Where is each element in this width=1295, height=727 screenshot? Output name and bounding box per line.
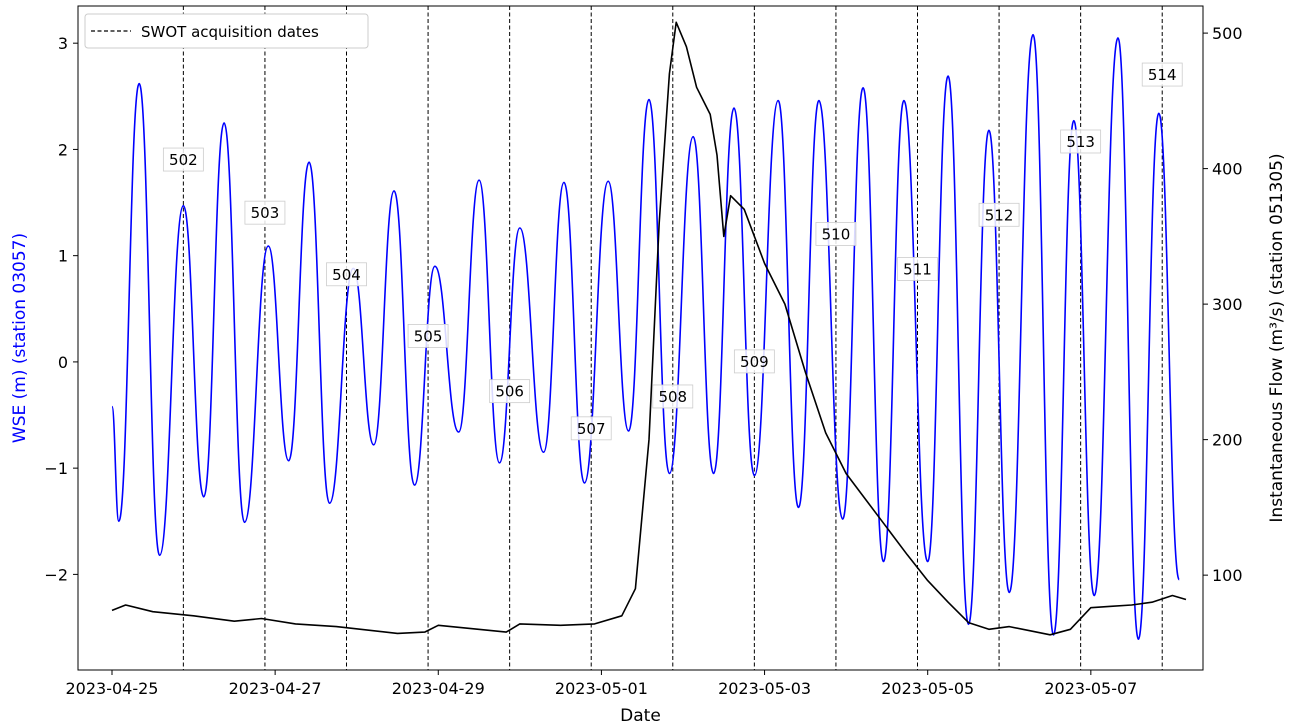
acquisition-lines [182, 6, 1163, 670]
pass-label: 507 [570, 416, 612, 441]
pass-label: 506 [489, 379, 531, 404]
y-right-tick-label: 300 [1212, 295, 1243, 314]
acquisition-pass-labels: 502 503 504 505 506 507 508 509 510 511 512 513 514 [162, 62, 1183, 441]
pass-label: 513 [1060, 129, 1102, 154]
pass-label-box [489, 379, 531, 404]
y-left-tick-label: 1 [58, 247, 68, 266]
pass-label: 503 [244, 200, 286, 225]
pass-label-box [162, 147, 204, 172]
legend-entry-label: SWOT acquisition dates [141, 23, 319, 41]
pass-label-box [978, 202, 1020, 227]
pass-label-box [1060, 129, 1102, 154]
y-axis-right-label: Instantaneous Flow (m³/s) (station 05130… [1267, 153, 1287, 522]
wse-series-line [111, 33, 1180, 640]
x-axis: 2023-04-25 2023-04-27 2023-04-29 2023-05-01… [65, 670, 1137, 698]
x-axis-label: Date [620, 706, 661, 726]
pass-label-text: 505 [414, 327, 443, 345]
pass-label-box [570, 416, 612, 441]
y-axis-left-label: WSE (m) (station 03057) [10, 233, 30, 443]
y-left-tick-label: 2 [58, 140, 68, 159]
pass-label-box [652, 384, 694, 409]
y-axis-left: −2 −1 0 1 2 3 [44, 34, 78, 584]
pass-label-box [815, 222, 857, 246]
flow-series-line [111, 21, 1187, 636]
pass-label-text: 503 [251, 204, 280, 222]
pass-label-box [1141, 62, 1183, 87]
pass-label-box [407, 324, 449, 348]
pass-label-text: 512 [985, 206, 1014, 224]
pass-label: 505 [407, 324, 449, 348]
y-left-tick-label: −1 [44, 459, 68, 478]
pass-label-text: 504 [332, 266, 361, 284]
y-right-tick-label: 100 [1212, 566, 1243, 585]
pass-label-box [733, 349, 775, 374]
x-tick-label: 2023-04-29 [392, 679, 485, 698]
pass-label: 504 [326, 262, 367, 287]
pass-label: 502 [162, 147, 204, 172]
pass-label-text: 514 [1148, 66, 1177, 84]
y-left-tick-label: −2 [44, 565, 68, 584]
x-tick-label: 2023-04-27 [229, 679, 322, 698]
x-tick-label: 2023-05-03 [718, 679, 811, 698]
pass-label: 511 [897, 257, 938, 281]
pass-label-box [326, 262, 367, 287]
y-left-tick-label: 0 [58, 353, 68, 372]
pass-label: 512 [978, 202, 1020, 227]
pass-label: 508 [652, 384, 694, 409]
pass-label-text: 507 [577, 420, 606, 438]
pass-label-text: 509 [740, 353, 769, 371]
y-right-tick-label: 500 [1212, 24, 1243, 43]
x-tick-label: 2023-05-05 [881, 679, 974, 698]
y-right-tick-label: 400 [1212, 160, 1243, 179]
y-left-tick-label: 3 [58, 34, 68, 53]
x-tick-label: 2023-05-07 [1044, 679, 1137, 698]
pass-label: 509 [733, 349, 775, 374]
x-tick-label: 2023-05-01 [555, 679, 648, 698]
pass-label-text: 502 [169, 151, 198, 169]
pass-label: 514 [1141, 62, 1183, 87]
x-tick-label: 2023-04-25 [65, 679, 158, 698]
plot-frame [77, 5, 1204, 671]
y-axis-right: 100 200 300 400 500 [1203, 24, 1243, 585]
pass-label: 510 [815, 222, 857, 246]
pass-label-text: 508 [658, 388, 687, 406]
pass-label-box [244, 200, 286, 225]
y-right-tick-label: 200 [1212, 431, 1243, 450]
pass-label-text: 510 [822, 225, 851, 243]
pass-label-box [897, 257, 938, 281]
pass-label-text: 513 [1066, 133, 1095, 151]
pass-label-text: 506 [495, 383, 524, 401]
pass-label-text: 511 [903, 260, 932, 278]
series-layer [111, 21, 1187, 640]
legend: SWOT acquisition dates [84, 13, 369, 49]
legend-box [84, 13, 369, 49]
